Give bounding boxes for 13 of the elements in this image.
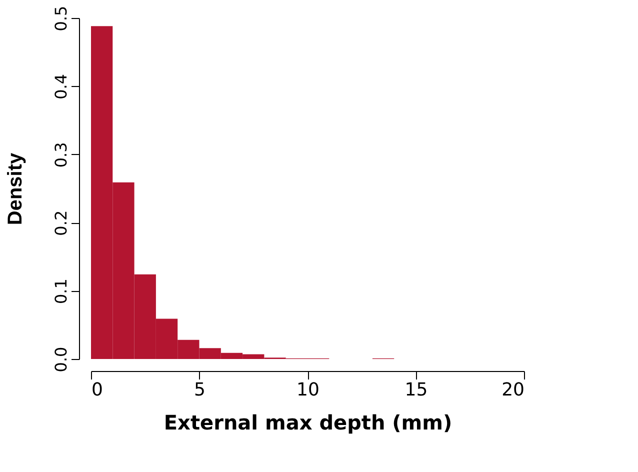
y-tick-label: 0.5 [52, 6, 70, 32]
x-tick-label: 5 [194, 380, 206, 400]
y-tick-label: 0.4 [52, 74, 70, 100]
y-tick-label: 0.2 [52, 210, 70, 236]
y-axis-title: Density [4, 152, 26, 226]
x-tick-label: 20 [502, 380, 524, 400]
x-tick-label: 0 [92, 380, 103, 400]
y-tick-label: 0.1 [52, 278, 70, 304]
x-axis-title: External max depth (mm) [164, 410, 452, 434]
y-tick-label: 0.3 [52, 142, 70, 168]
x-tick-label: 15 [404, 380, 428, 400]
x-tick-label: 10 [296, 380, 320, 400]
y-tick-label: 0.0 [52, 346, 70, 372]
